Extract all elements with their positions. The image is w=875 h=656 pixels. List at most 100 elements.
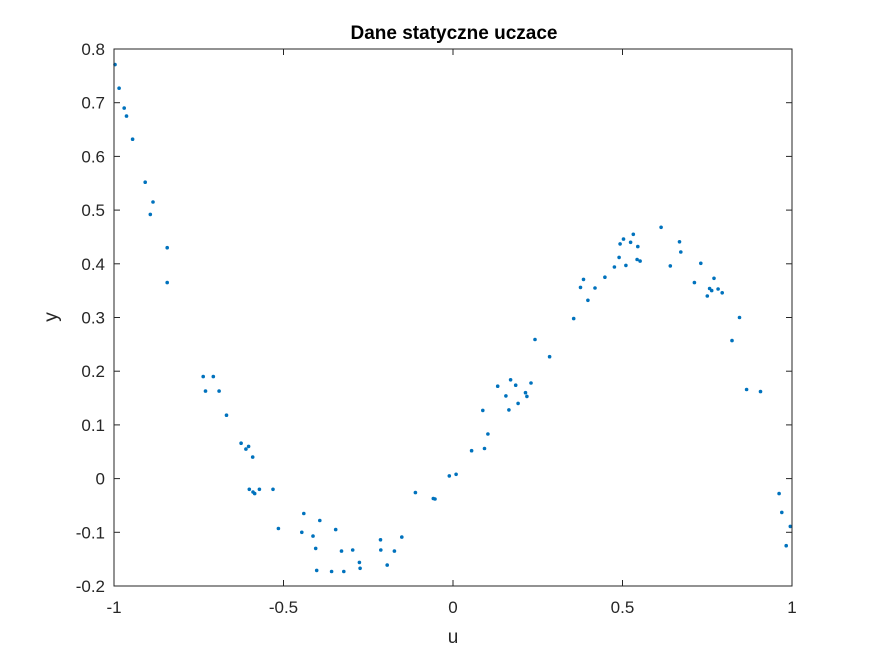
data-point [788,524,793,529]
data-point [699,261,703,266]
data-point [508,378,513,382]
y-axis-label: y [41,312,62,322]
data-point [635,257,639,262]
x-axis-label: u [448,627,459,648]
data-point [271,487,275,492]
data-point [302,511,306,516]
y-tick-label: 0.3 [81,309,105,328]
data-point [329,569,334,574]
data-point [447,474,452,478]
y-tick-label: 0.8 [81,40,105,59]
data-point [276,526,281,531]
data-point [709,288,714,293]
data-point [165,245,169,250]
y-tick-label: -0.1 [76,523,105,542]
y-tick-label: 0.7 [81,94,105,113]
data-point [342,569,346,574]
data-point [333,527,338,532]
data-point [252,491,257,496]
data-point [692,280,697,285]
data-point [454,472,458,477]
data-points [113,62,793,574]
data-point [350,548,355,552]
data-point [612,265,617,269]
data-point [712,276,716,281]
data-point [117,86,121,90]
data-point [313,546,318,551]
data-point [143,180,147,184]
data-point [668,264,673,268]
data-point [705,294,710,298]
data-point [165,280,169,285]
y-tick-label: 0 [96,470,105,489]
data-point [507,408,511,412]
data-point [730,338,734,343]
data-point [124,114,129,118]
data-point [744,387,749,392]
data-point [224,413,229,418]
data-point [148,212,153,217]
data-point [392,549,397,553]
data-point [211,374,216,379]
x-tick-label: 0.5 [611,598,635,617]
data-point [300,530,304,535]
data-point [571,316,576,321]
y-tick-label: 0.5 [81,201,105,220]
plot-area [114,49,792,586]
data-point [318,518,322,523]
data-point [400,535,404,539]
y-tick-label: 0.6 [81,147,105,166]
axes: -1 -0.5 0 0.5 1 -0.2 -0.1 0 0.1 0.2 0.3 0.4 0.5 0.6 0.… [76,40,797,617]
data-point [246,444,251,449]
data-point [217,389,221,393]
data-point [247,487,252,492]
data-point [659,225,663,230]
data-point [533,337,537,342]
data-point [617,255,621,260]
y-tick-label: 0.4 [81,255,105,274]
data-point [357,560,362,565]
data-point [581,277,586,282]
data-point [433,497,437,501]
data-point [523,390,528,395]
chart-title: Dane statyczne uczace [351,23,558,44]
data-point [469,448,474,453]
data-point [624,263,628,268]
data-point [525,394,529,399]
data-point [621,237,626,241]
data-point [780,510,784,515]
data-point [495,384,500,389]
data-point [618,242,622,246]
data-point [244,447,248,451]
data-point [578,285,583,290]
data-point [777,491,781,496]
data-point [504,394,508,398]
data-point [379,548,383,552]
data-point [481,408,485,413]
data-point [239,441,243,446]
data-point [586,298,590,303]
data-point [203,389,208,393]
data-point [378,538,383,542]
data-point [339,549,344,553]
x-tick-label: 0 [448,598,457,617]
data-point [547,354,552,359]
data-point [720,291,724,295]
x-tick-label: -0.5 [269,598,298,617]
data-point [679,250,683,254]
data-point [201,374,205,379]
data-point [631,232,636,237]
data-point [314,568,319,573]
data-point [516,401,520,406]
data-point [130,137,135,141]
data-point [784,543,788,548]
data-point [603,275,607,280]
y-tick-label: -0.2 [76,577,105,596]
data-point [636,244,640,249]
data-point [250,455,255,459]
x-tick-label: 1 [787,598,796,617]
data-point [257,487,262,492]
data-point [482,446,487,451]
data-point [737,315,742,320]
